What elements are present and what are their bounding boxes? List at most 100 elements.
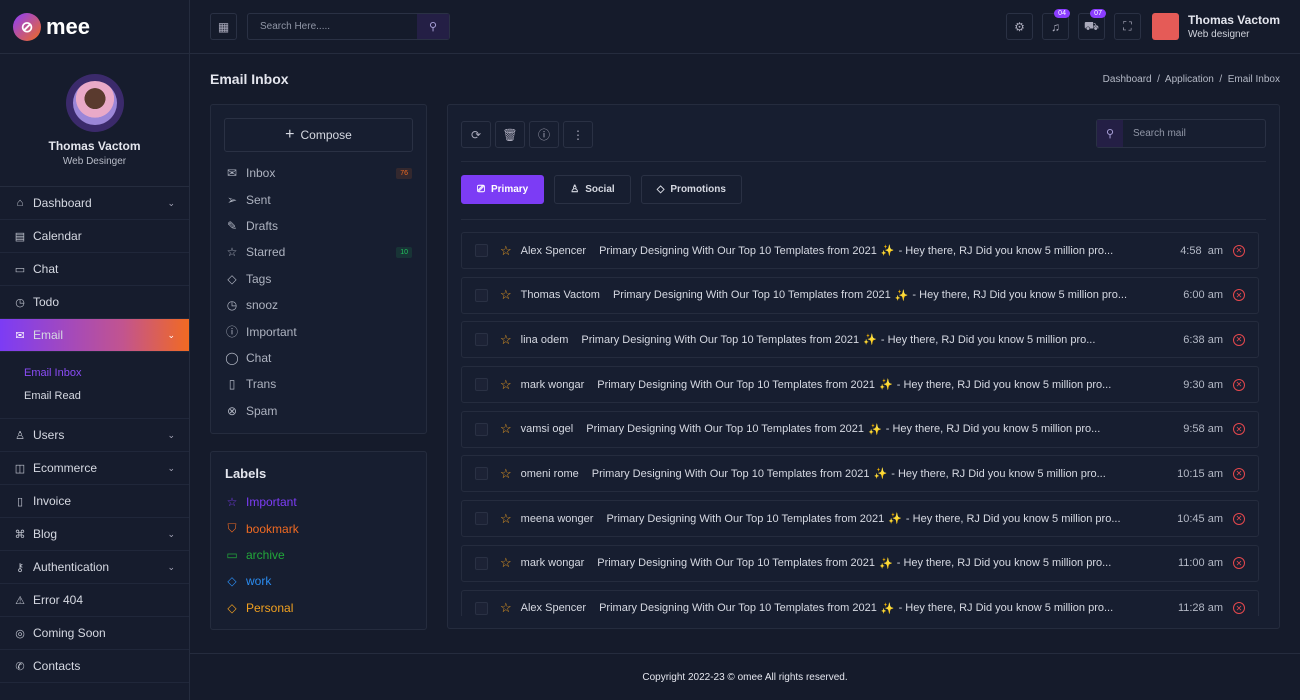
footer: Copyright 2022-23 © omee All rights rese… xyxy=(190,653,1300,700)
select-checkbox[interactable] xyxy=(475,288,488,302)
sidebar-item-label: Calendar xyxy=(33,229,82,243)
folder-spam[interactable]: ⊗ Spam xyxy=(211,398,426,424)
mail-search-button[interactable]: ⚲ xyxy=(1097,120,1123,147)
close-circle-icon[interactable]: ✕ xyxy=(1233,557,1245,570)
mail-search-input[interactable] xyxy=(1123,120,1265,147)
star-icon[interactable]: ☆ xyxy=(500,331,512,347)
cart-button[interactable]: ⛟ 07 xyxy=(1077,9,1106,40)
refresh-button[interactable]: ⟳ xyxy=(461,121,491,148)
sidebar-item-error-404[interactable]: ⚠ Error 404 xyxy=(0,584,189,617)
star-icon[interactable]: ☆ xyxy=(500,376,512,392)
email-list[interactable]: ☆ Alex Spencer Primary Designing With Our … xyxy=(461,232,1259,616)
folder-tags[interactable]: ◇ Tags xyxy=(211,266,426,292)
close-circle-icon[interactable]: ✕ xyxy=(1233,423,1245,436)
sidebar-item-blog[interactable]: ⌘ Blog ⌄ xyxy=(0,518,189,551)
folder-chat[interactable]: ◯ Chat xyxy=(211,345,426,371)
sidebar-item-label: Authentication xyxy=(33,560,110,574)
email-row[interactable]: ☆ mark wongar Primary Designing With Our T… xyxy=(461,544,1259,582)
apps-grid-button[interactable]: ▦ xyxy=(210,13,237,40)
folder-trans[interactable]: ▯ Trans xyxy=(211,371,426,397)
email-row[interactable]: ☆ Alex Spencer Primary Designing With Our … xyxy=(461,232,1259,269)
folder-label: Drafts xyxy=(246,218,279,233)
star-icon[interactable]: ☆ xyxy=(500,242,512,258)
star-icon[interactable]: ☆ xyxy=(500,600,512,615)
select-checkbox[interactable] xyxy=(475,378,488,392)
sidebar-item-contacts[interactable]: ✆ Contacts xyxy=(0,650,189,683)
user-avatar[interactable] xyxy=(1151,13,1179,40)
label-personal[interactable]: ◇ Personal xyxy=(211,595,426,621)
star-icon[interactable]: ☆ xyxy=(500,287,512,303)
notifications-button[interactable]: ♫ 04 xyxy=(1041,9,1070,40)
sidebar-item-ecommerce[interactable]: ◫ Ecommerce ⌄ xyxy=(0,452,189,485)
close-circle-icon[interactable]: ✕ xyxy=(1233,378,1245,391)
divider xyxy=(461,219,1266,220)
folder-sent[interactable]: ➢ Sent xyxy=(211,186,426,212)
user-info[interactable]: Thomas Vactom Web designer xyxy=(1188,13,1280,40)
compose-button[interactable]: + Compose xyxy=(224,118,413,152)
email-row[interactable]: ☆ omeni rome Primary Designing With Our To… xyxy=(461,455,1259,493)
select-checkbox[interactable] xyxy=(475,556,488,570)
select-checkbox[interactable] xyxy=(475,333,488,347)
select-checkbox[interactable] xyxy=(475,601,488,615)
folder-inbox[interactable]: ✉ Inbox 76 xyxy=(211,160,426,186)
tab-primary[interactable]: ⎚ Primary xyxy=(461,175,545,204)
sidebar-item-coming-soon[interactable]: ◎ Coming Soon xyxy=(0,617,189,650)
sidebar-item-chat[interactable]: ▭ Chat xyxy=(0,253,189,286)
select-checkbox[interactable] xyxy=(475,512,488,526)
select-checkbox[interactable] xyxy=(475,244,488,257)
email-row[interactable]: ☆ lina odem Primary Designing With Our Top… xyxy=(461,321,1259,359)
folder-important[interactable]: ⓘ Important xyxy=(211,318,426,344)
sidebar-item-authentication[interactable]: ⚷ Authentication ⌄ xyxy=(0,551,189,584)
tab-promotions[interactable]: ◇ Promotions xyxy=(640,175,742,204)
more-button[interactable]: ⋮ xyxy=(563,121,593,148)
search-button[interactable]: ⚲ xyxy=(417,14,449,39)
sidebar-item-todo[interactable]: ◷ Todo xyxy=(0,286,189,319)
sidebar-item-invoice[interactable]: ▯ Invoice xyxy=(0,485,189,518)
email-subject: Primary Designing With Our Top 10 Templa… xyxy=(581,333,860,346)
sidebar-item-email[interactable]: ✉ Email ⌄ xyxy=(0,319,189,352)
gear-icon: ⚙ xyxy=(1014,19,1025,34)
cart-icon: ⛟ xyxy=(1083,18,1100,33)
email-sender: Alex Spencer xyxy=(520,244,587,257)
report-button[interactable]: ⓘ xyxy=(529,121,559,148)
star-icon[interactable]: ☆ xyxy=(500,510,512,526)
close-circle-icon[interactable]: ✕ xyxy=(1233,289,1245,302)
star-icon[interactable]: ☆ xyxy=(500,465,512,481)
email-row[interactable]: ☆ meena wonger Primary Designing With Our … xyxy=(461,500,1259,538)
folder-label: Starred xyxy=(246,245,286,260)
delete-button[interactable]: 🗑 xyxy=(495,121,525,148)
close-circle-icon[interactable]: ✕ xyxy=(1233,244,1245,257)
label-work[interactable]: ◇ work xyxy=(211,568,426,594)
sidebar-item-dashboard[interactable]: ⌂ Dashboard ⌄ xyxy=(0,187,189,220)
label-important[interactable]: ☆ Important xyxy=(211,489,426,515)
select-checkbox[interactable] xyxy=(475,467,488,481)
star-icon[interactable]: ☆ xyxy=(500,555,512,571)
star-icon[interactable]: ☆ xyxy=(500,421,512,437)
folder-snooz[interactable]: ◷ snooz xyxy=(211,292,426,318)
plus-icon: + xyxy=(285,126,295,143)
logo[interactable]: ⊘ mee xyxy=(0,0,189,54)
submenu-item[interactable]: Email Read xyxy=(24,390,81,402)
email-row[interactable]: ☆ mark wongar Primary Designing With Our T… xyxy=(461,366,1259,404)
sidebar-item-users[interactable]: ♙ Users ⌄ xyxy=(0,419,189,452)
tab-social[interactable]: ♙ Social xyxy=(554,175,631,204)
close-circle-icon[interactable]: ✕ xyxy=(1233,602,1245,614)
label-archive[interactable]: ▭ archive xyxy=(211,542,426,568)
email-row[interactable]: ☆ Alex Spencer Primary Designing With Our … xyxy=(461,589,1259,616)
close-circle-icon[interactable]: ✕ xyxy=(1233,333,1245,346)
label-bookmark[interactable]: ⛉ bookmark xyxy=(211,515,426,541)
close-circle-icon[interactable]: ✕ xyxy=(1233,467,1245,480)
settings-button[interactable]: ⚙ xyxy=(1005,13,1033,40)
folder-drafts[interactable]: ✎ Drafts xyxy=(211,213,426,239)
avatar[interactable] xyxy=(65,74,124,132)
fullscreen-button[interactable]: ⛶ xyxy=(1113,13,1141,40)
folder-starred[interactable]: ☆ Starred 10 xyxy=(211,239,426,265)
sidebar-item-calendar[interactable]: ▤ Calendar xyxy=(0,220,189,253)
close-circle-icon[interactable]: ✕ xyxy=(1233,512,1245,525)
email-row[interactable]: ☆ Thomas Vactom Primary Designing With Our… xyxy=(461,276,1259,314)
search-input[interactable] xyxy=(248,14,417,39)
sidebar-item-label: Error 404 xyxy=(33,593,84,607)
submenu-item[interactable]: Email Inbox xyxy=(24,367,82,379)
email-row[interactable]: ☆ vamsi ogel Primary Designing With Our To… xyxy=(461,410,1259,448)
select-checkbox[interactable] xyxy=(475,422,488,436)
